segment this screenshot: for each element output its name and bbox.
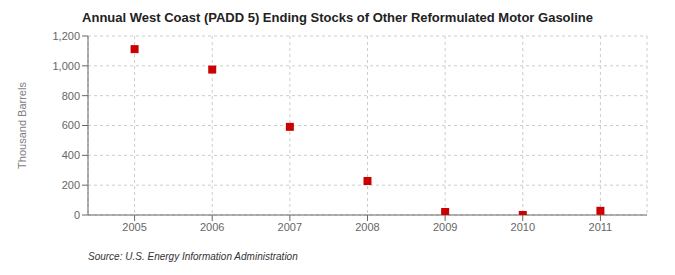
svg-text:600: 600 — [62, 119, 80, 131]
svg-text:400: 400 — [62, 149, 80, 161]
svg-text:200: 200 — [62, 179, 80, 191]
svg-text:2007: 2007 — [278, 221, 302, 233]
svg-text:2009: 2009 — [433, 221, 457, 233]
svg-text:2010: 2010 — [511, 221, 535, 233]
svg-text:2006: 2006 — [200, 221, 224, 233]
svg-text:2011: 2011 — [589, 221, 613, 233]
html-text:Source: U.S. Energy Informatio: Source: U.S. Energy Information Administ… — [88, 251, 298, 262]
svg-text:800: 800 — [62, 90, 80, 102]
svg-text:1,000: 1,000 — [52, 60, 80, 72]
svg-text:2005: 2005 — [122, 221, 146, 233]
svg-text:2008: 2008 — [355, 221, 379, 233]
svg-text:1,200: 1,200 — [52, 30, 80, 42]
svg-text:0: 0 — [74, 209, 80, 221]
svg-text:Thousand Barrels: Thousand Barrels — [16, 82, 28, 169]
html-text:Annual West Coast (PADD 5) End: Annual West Coast (PADD 5) Ending Stocks… — [82, 10, 593, 25]
